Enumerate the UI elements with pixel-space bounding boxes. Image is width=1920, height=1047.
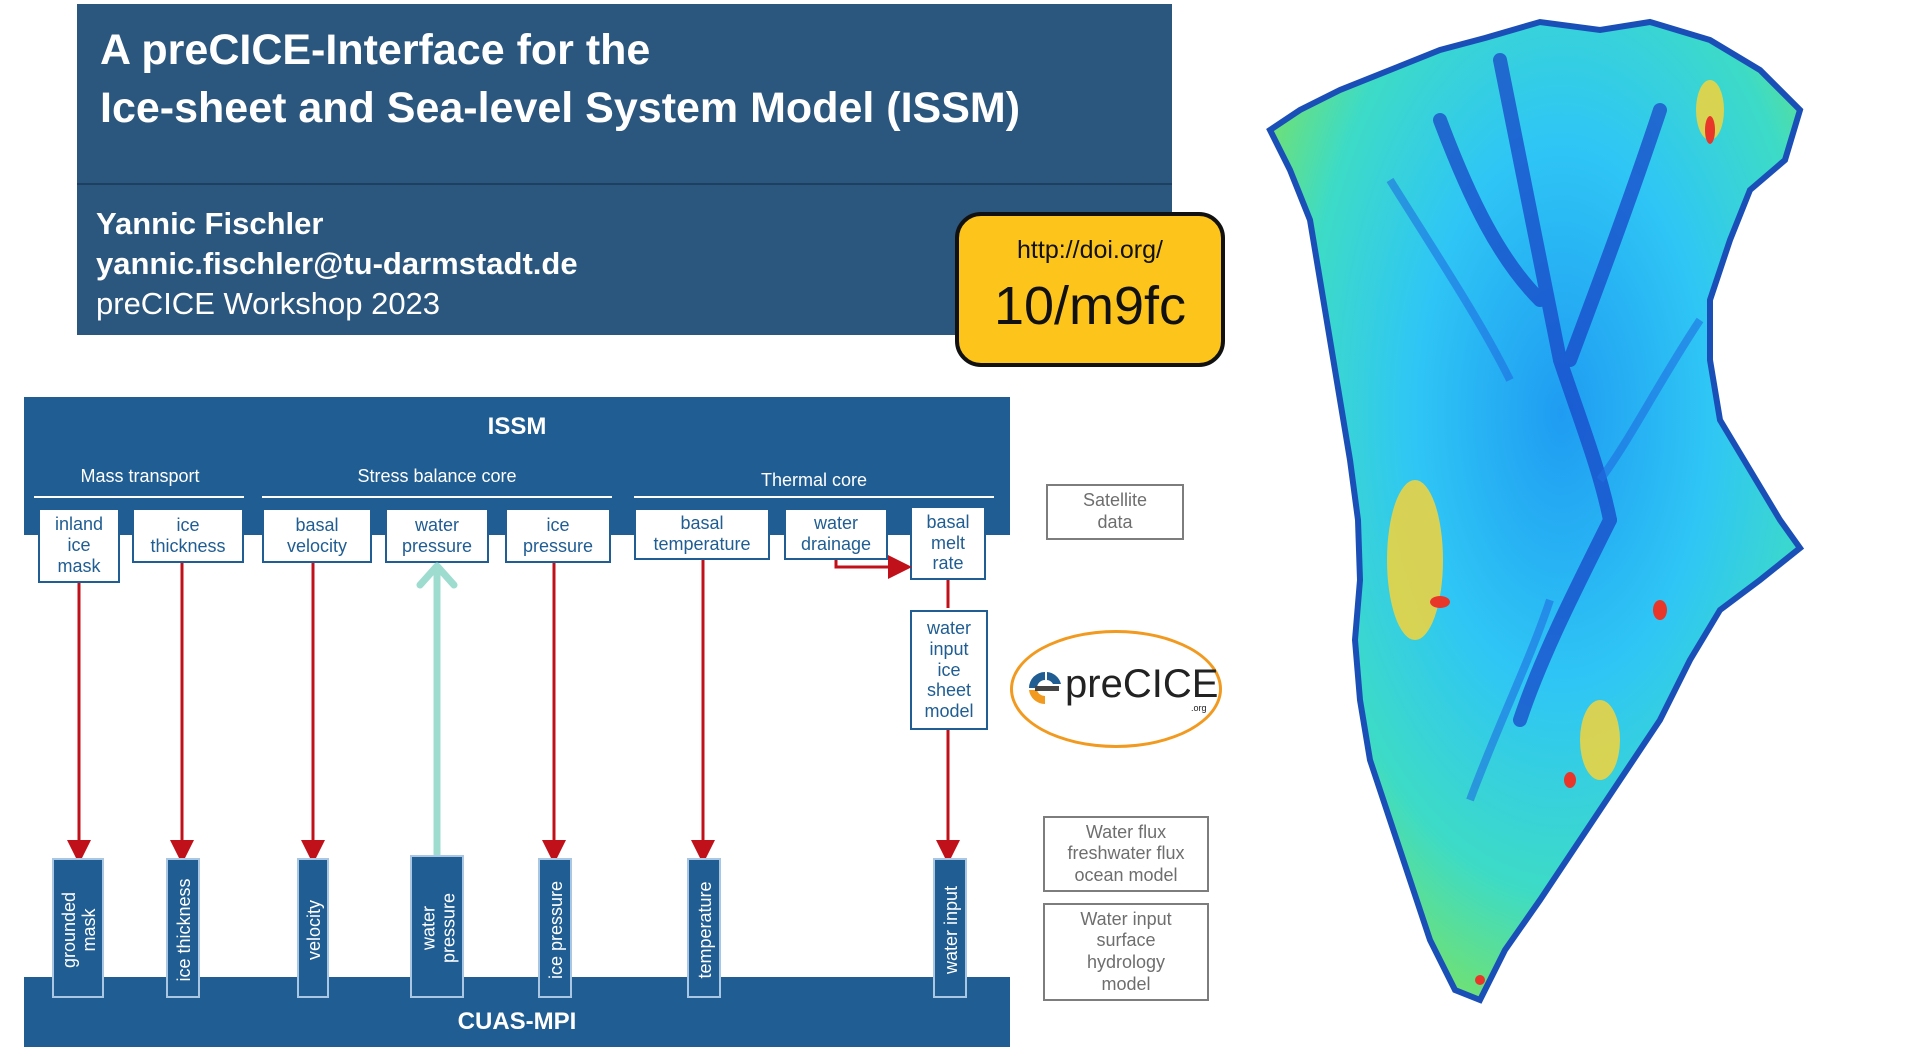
cuas-input-water-input: water input xyxy=(933,858,967,998)
author-name: Yannic Fischler xyxy=(96,206,324,241)
author-email[interactable]: yannic.fischler@tu-darmstadt.de xyxy=(96,246,578,281)
cuas-mpi-label: CUAS-MPI xyxy=(457,1008,577,1035)
doi-code: 10/m9fc xyxy=(993,276,1187,336)
arrow-drainage-to-melt xyxy=(834,555,912,579)
group-underline xyxy=(262,496,612,498)
var-basal-velocity: basal velocity xyxy=(262,508,372,563)
water-input-ice-sheet-box: water input ice sheet model xyxy=(910,610,988,730)
cuas-input-temperature: temperature xyxy=(687,858,721,998)
arrow-water-pressure-feedback-head xyxy=(416,562,458,589)
cuas-input-velocity: velocity xyxy=(297,858,329,998)
title-divider xyxy=(77,183,1172,185)
group-mass-transport: Mass transport xyxy=(80,466,200,486)
greenland-ice-velocity-map xyxy=(1266,18,1805,1004)
precice-org-suffix: .org xyxy=(1191,703,1207,713)
group-stress-balance: Stress balance core xyxy=(357,466,517,486)
var-inland-ice-mask: inland ice mask xyxy=(38,508,120,583)
var-water-drainage: water drainage xyxy=(784,508,888,560)
doi-badge[interactable]: http://doi.org/ 10/m9fc xyxy=(955,212,1225,367)
cuas-input-grounded-mask: grounded mask xyxy=(52,858,104,998)
group-underline xyxy=(34,496,244,498)
surface-hydrology-box: Water input surface hydrology model xyxy=(1043,903,1209,1001)
satellite-data-box: Satellite data xyxy=(1046,484,1184,540)
group-underline xyxy=(634,496,994,498)
issm-label: ISSM xyxy=(487,413,547,440)
cuas-input-ice-pressure: ice pressure xyxy=(538,858,572,998)
cuas-input-water-pressure: water pressure xyxy=(410,855,464,998)
event-name: preCICE Workshop 2023 xyxy=(96,286,441,321)
var-ice-pressure: ice pressure xyxy=(505,508,611,563)
doi-prefix: http://doi.org/ xyxy=(1017,236,1163,264)
title-line-1: A preCICE-Interface for the xyxy=(100,26,651,74)
title-line-2: Ice-sheet and Sea-level System Model (IS… xyxy=(100,84,1021,132)
var-water-pressure: water pressure xyxy=(385,508,489,563)
ocean-model-box: Water flux freshwater flux ocean model xyxy=(1043,816,1209,892)
var-basal-melt-rate: basal melt rate xyxy=(910,506,986,580)
var-ice-thickness: ice thickness xyxy=(132,508,244,563)
cuas-input-ice-thickness: ice thickness xyxy=(166,858,200,998)
precice-emblem-icon xyxy=(1029,672,1061,705)
group-thermal: Thermal core xyxy=(760,470,868,490)
precice-wordmark: preCICE xyxy=(1065,662,1219,706)
var-basal-temperature: basal temperature xyxy=(634,508,770,560)
precice-logo xyxy=(1010,630,1222,748)
